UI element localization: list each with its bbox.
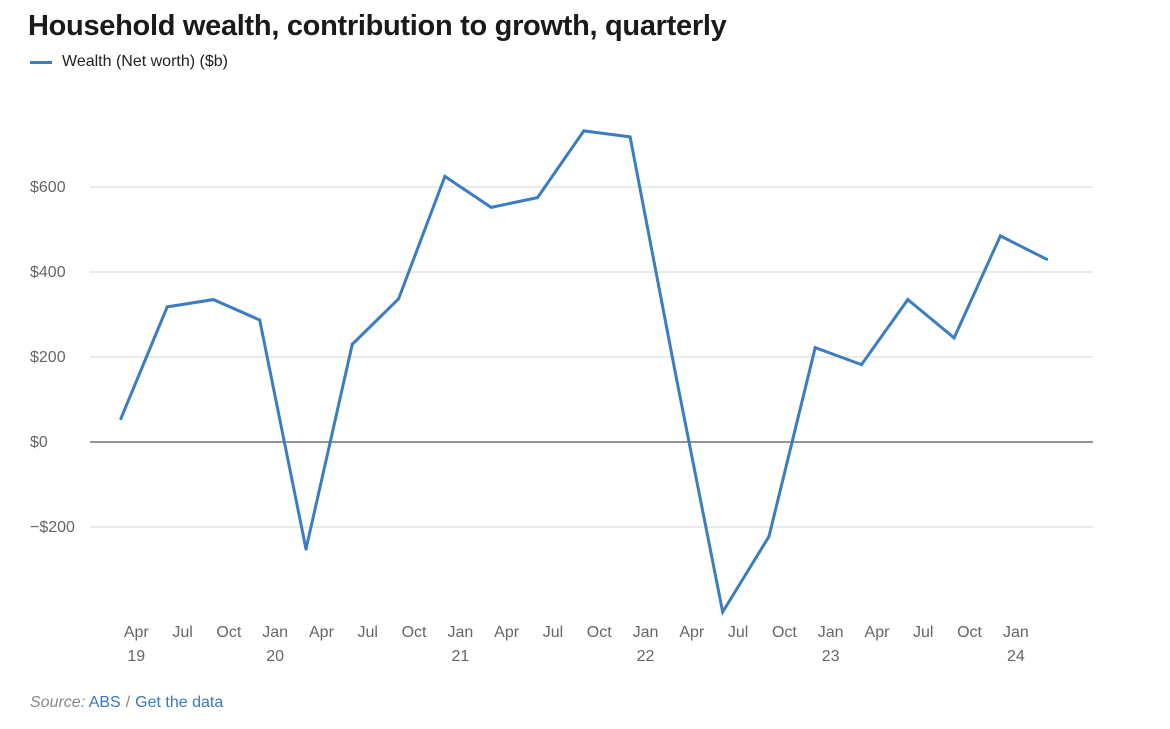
x-tick-label: Apr bbox=[124, 624, 150, 641]
x-tick-year-label: 24 bbox=[1007, 648, 1025, 665]
x-tick-label: Oct bbox=[957, 624, 982, 641]
x-tick-label: Jul bbox=[913, 624, 933, 641]
x-tick-label: Oct bbox=[216, 624, 241, 641]
data-point bbox=[397, 297, 401, 301]
y-tick-label: −$200 bbox=[30, 519, 75, 536]
x-tick-label: Apr bbox=[309, 624, 335, 641]
x-tick-label: Jan bbox=[1003, 624, 1029, 641]
x-tick-year-label: 22 bbox=[637, 648, 655, 665]
x-tick-year-label: 19 bbox=[127, 648, 145, 665]
x-tick-year-label: 23 bbox=[822, 648, 840, 665]
x-tick-label: Jul bbox=[172, 624, 192, 641]
data-point bbox=[906, 298, 910, 302]
x-tick-label: Oct bbox=[772, 624, 797, 641]
data-point bbox=[535, 196, 539, 200]
data-point bbox=[674, 376, 678, 380]
data-point bbox=[489, 205, 493, 209]
series-layer bbox=[119, 129, 1049, 617]
data-point bbox=[165, 305, 169, 309]
data-point bbox=[1045, 257, 1049, 261]
x-tick-label: Apr bbox=[679, 624, 705, 641]
data-point bbox=[350, 342, 354, 346]
gridlines bbox=[90, 186, 1093, 528]
series-line-wealth bbox=[119, 129, 1048, 617]
chart-title: Household wealth, contribution to growth… bbox=[28, 10, 727, 42]
legend: Wealth (Net worth) ($b) bbox=[30, 53, 228, 71]
data-point bbox=[211, 298, 215, 302]
x-tick-year-label: 21 bbox=[451, 648, 469, 665]
data-point bbox=[443, 174, 447, 178]
data-point bbox=[998, 234, 1002, 238]
get-data-link[interactable]: Get the data bbox=[135, 694, 224, 711]
source-separator: / bbox=[125, 694, 131, 711]
y-tick-label: $600 bbox=[30, 179, 66, 196]
data-point bbox=[860, 363, 864, 367]
x-axis-labels: Apr 19 Jul Oct Jan 20 Apr Jul Oct Jan 21 Apr Jul Oct J… bbox=[124, 624, 1029, 665]
data-point bbox=[304, 547, 308, 551]
data-point bbox=[628, 135, 632, 139]
legend-swatch bbox=[30, 60, 52, 64]
x-tick-label: Apr bbox=[865, 624, 891, 641]
x-tick-label: Jul bbox=[728, 624, 748, 641]
data-point bbox=[119, 417, 123, 421]
source-note: Source: ABS / Get the data bbox=[30, 694, 223, 712]
y-axis-labels: −$200 $0 $200 $400 $600 bbox=[30, 179, 75, 536]
data-point bbox=[582, 129, 586, 133]
x-tick-label: Oct bbox=[587, 624, 612, 641]
source-label: Source: bbox=[30, 694, 86, 711]
data-point bbox=[813, 346, 817, 350]
x-tick-label: Jul bbox=[543, 624, 563, 641]
data-point bbox=[258, 318, 262, 322]
data-point bbox=[721, 610, 725, 614]
y-tick-label: $400 bbox=[30, 264, 66, 281]
data-point bbox=[952, 336, 956, 340]
x-tick-label: Oct bbox=[402, 624, 427, 641]
legend-label: Wealth (Net worth) ($b) bbox=[62, 53, 228, 70]
y-tick-label: $200 bbox=[30, 349, 66, 366]
x-tick-label: Jan bbox=[447, 624, 473, 641]
data-point bbox=[767, 534, 771, 538]
source-link[interactable]: ABS bbox=[88, 694, 121, 711]
x-tick-label: Jan bbox=[633, 624, 659, 641]
x-tick-label: Jul bbox=[358, 624, 378, 641]
x-tick-label: Jan bbox=[818, 624, 844, 641]
y-tick-label: $0 bbox=[30, 434, 48, 451]
x-tick-year-label: 20 bbox=[266, 648, 284, 665]
x-tick-label: Apr bbox=[494, 624, 520, 641]
x-tick-label: Jan bbox=[262, 624, 288, 641]
